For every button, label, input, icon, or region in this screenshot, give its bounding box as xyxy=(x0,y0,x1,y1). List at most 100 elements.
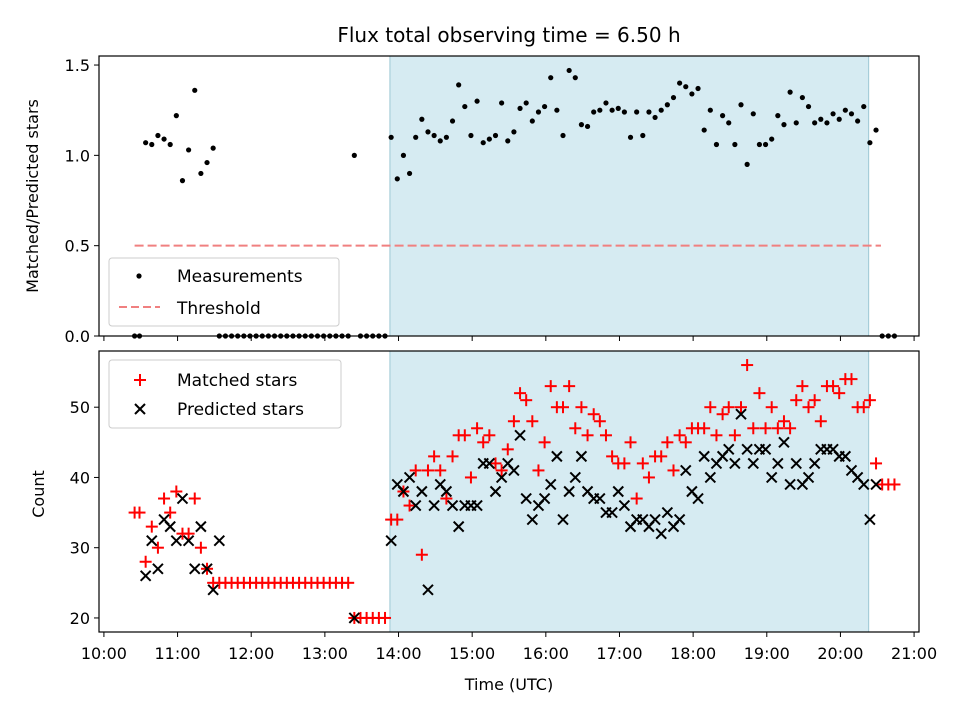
legend-matched-label: Matched stars xyxy=(177,371,297,391)
predicted-point xyxy=(864,513,876,526)
measurement-point xyxy=(836,116,842,122)
measurement-point xyxy=(824,120,830,126)
measurement-point xyxy=(425,129,431,135)
measurement-point xyxy=(388,134,394,140)
measurement-point xyxy=(474,98,480,104)
measurement-point xyxy=(738,102,744,108)
matched-point xyxy=(857,401,870,414)
matched-point xyxy=(802,401,815,414)
measurement-point xyxy=(443,134,449,140)
measurement-point xyxy=(210,145,216,151)
matched-point xyxy=(771,422,784,435)
matched-point xyxy=(581,429,594,442)
matched-point xyxy=(673,429,686,442)
top-panel: 0.0 0.5 1.0 1.5 Matched/Predicted stars Mea… xyxy=(23,55,920,346)
measurement-point xyxy=(449,118,456,124)
matched-point xyxy=(188,492,201,505)
matched-point xyxy=(636,457,649,470)
matched-point xyxy=(759,422,772,435)
measurement-point xyxy=(161,136,167,142)
matched-point xyxy=(403,499,416,512)
measurement-point xyxy=(179,178,186,184)
measurement-point xyxy=(732,141,738,148)
measurement-point xyxy=(554,107,560,113)
x-tick-label: 18:00 xyxy=(670,644,716,663)
matched-point xyxy=(728,429,741,442)
measurement-point xyxy=(683,84,689,90)
predicted-point xyxy=(514,429,526,442)
predicted-point xyxy=(422,584,434,596)
measurement-point xyxy=(634,109,640,115)
matched-point xyxy=(753,387,766,400)
matched-point xyxy=(464,471,477,484)
matched-point xyxy=(415,548,428,561)
measurement-point xyxy=(566,67,572,74)
measurement-point xyxy=(799,94,805,101)
measurement-point xyxy=(192,87,198,93)
matched-point xyxy=(182,527,195,540)
measurement-point xyxy=(756,141,763,148)
matched-point xyxy=(483,429,496,442)
predicted-point xyxy=(594,492,606,505)
top-y-tick-label: 1.0 xyxy=(65,146,90,165)
measurement-point xyxy=(591,109,597,115)
matched-point xyxy=(833,387,846,400)
matched-point xyxy=(164,506,177,519)
matched-point xyxy=(630,492,643,505)
x-tick-label: 15:00 xyxy=(449,644,495,663)
predicted-point xyxy=(759,443,772,456)
top-ylabel: Matched/Predicted stars xyxy=(23,99,42,293)
matched-point xyxy=(446,450,459,463)
measurement-point xyxy=(597,107,603,113)
predicted-point xyxy=(723,443,735,456)
predicted-point xyxy=(508,464,520,477)
predicted-point xyxy=(213,534,226,547)
predicted-point xyxy=(385,534,397,547)
matched-point xyxy=(704,401,717,414)
matched-point xyxy=(557,401,570,414)
matched-point xyxy=(845,373,858,386)
measurement-point xyxy=(744,161,750,167)
legend-threshold-label: Threshold xyxy=(176,299,261,319)
measurement-point xyxy=(143,140,149,146)
top-axes-frame xyxy=(98,55,920,337)
predicted-point xyxy=(790,457,802,470)
matched-point xyxy=(735,401,748,414)
predicted-point xyxy=(545,478,557,491)
predicted-point xyxy=(440,485,453,498)
predicted-point xyxy=(495,471,508,484)
measurement-point xyxy=(155,132,161,139)
measurement-point xyxy=(492,132,499,139)
measurement-point xyxy=(499,100,505,106)
matched-point xyxy=(409,464,422,477)
measurement-point xyxy=(805,103,812,110)
measurement-point xyxy=(511,129,517,135)
predicted-point xyxy=(428,499,440,512)
predicted-point xyxy=(765,471,778,484)
matched-point xyxy=(342,576,355,589)
matched-point xyxy=(863,394,876,407)
x-tick-label: 16:00 xyxy=(523,644,569,663)
matched-point xyxy=(428,450,441,463)
measurement-point xyxy=(787,89,793,95)
x-tick-label: 17:00 xyxy=(596,644,642,663)
x-tick-label: 12:00 xyxy=(228,644,274,663)
measurement-point xyxy=(351,152,357,158)
measurement-point xyxy=(658,107,664,113)
predicted-point xyxy=(176,492,189,505)
measurement-point xyxy=(560,132,566,139)
measurement-point xyxy=(848,111,855,117)
top-legend: Measurements Threshold xyxy=(108,257,340,327)
x-tick-label: 21:00 xyxy=(891,644,937,663)
measurement-point xyxy=(646,109,652,115)
predicted-point xyxy=(409,499,422,512)
top-observing-window xyxy=(389,55,870,337)
predicted-point xyxy=(741,443,753,456)
measurement-point xyxy=(431,132,437,139)
matched-point xyxy=(145,520,158,533)
matched-point xyxy=(606,450,619,463)
measurement-point xyxy=(541,103,548,110)
predicted-point xyxy=(526,513,539,526)
matched-point xyxy=(661,436,674,449)
measurement-point xyxy=(812,120,818,126)
